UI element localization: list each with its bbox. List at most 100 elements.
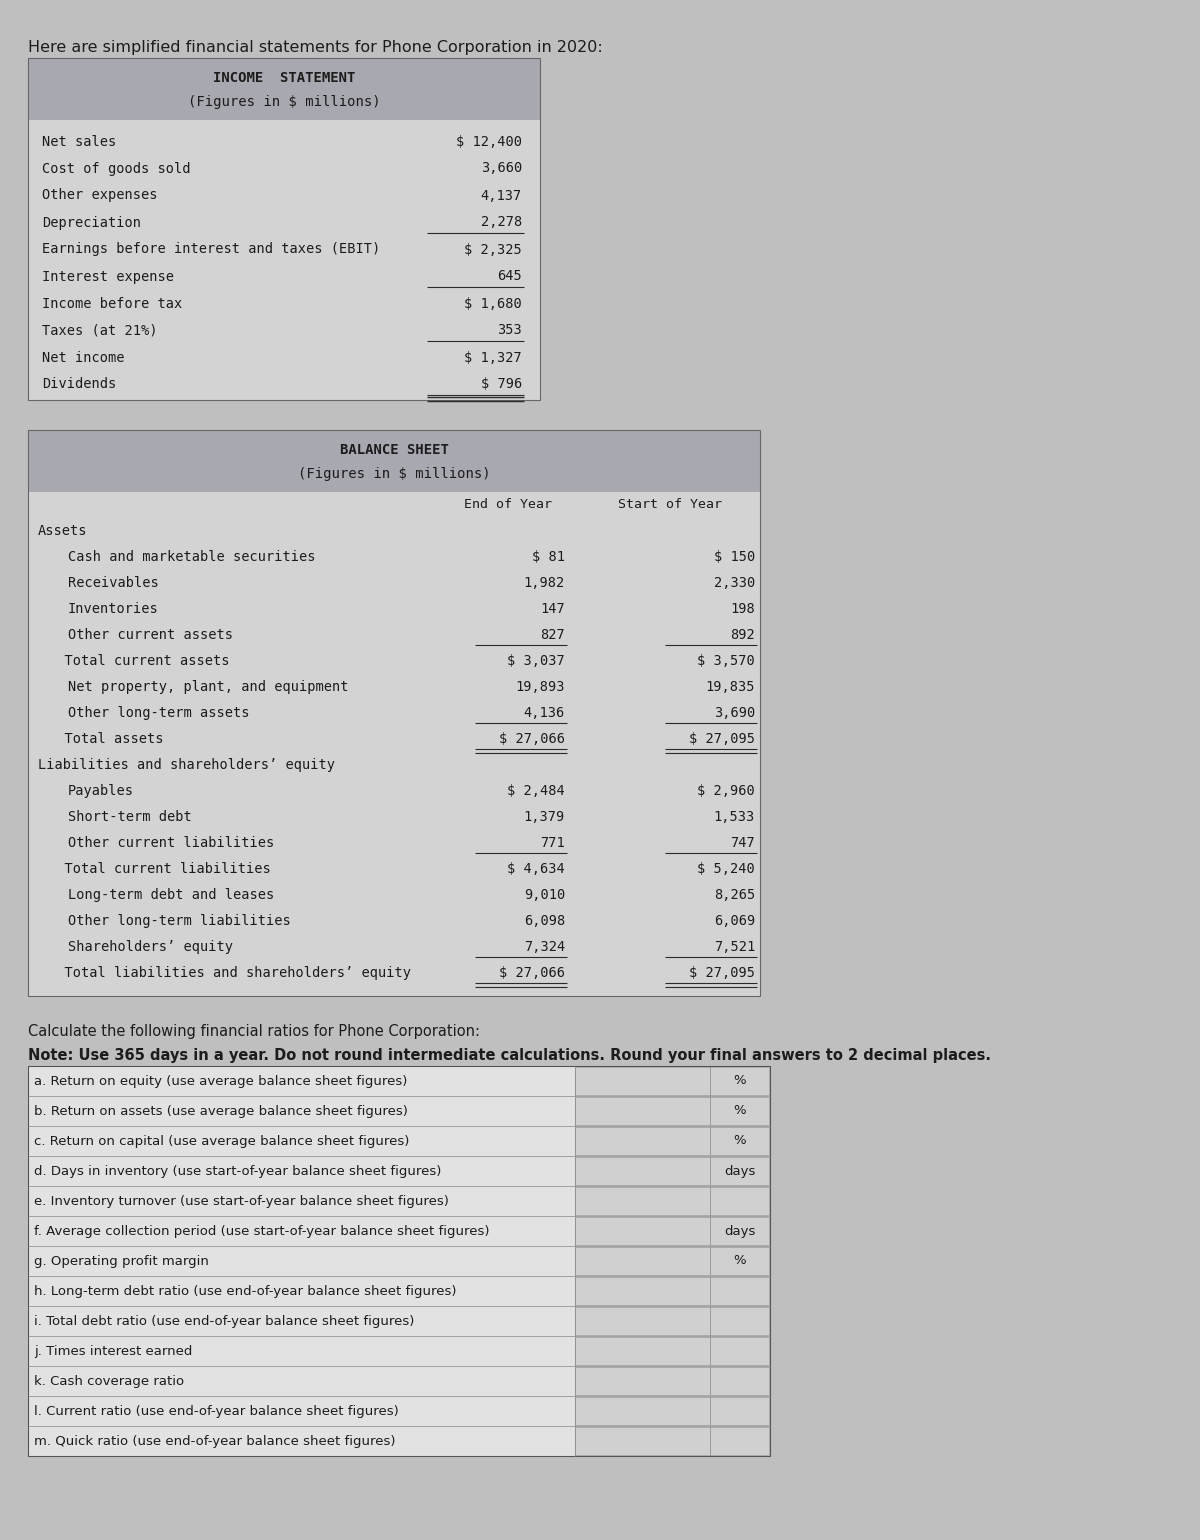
- Text: Net sales: Net sales: [42, 134, 116, 148]
- Text: $ 27,066: $ 27,066: [499, 732, 565, 745]
- Text: g. Operating profit margin: g. Operating profit margin: [34, 1255, 209, 1267]
- Text: $ 5,240: $ 5,240: [697, 862, 755, 876]
- Text: %: %: [733, 1255, 746, 1267]
- Text: Total current assets: Total current assets: [48, 654, 229, 668]
- Text: i. Total debt ratio (use end-of-year balance sheet figures): i. Total debt ratio (use end-of-year bal…: [34, 1315, 414, 1327]
- Text: BALANCE SHEET: BALANCE SHEET: [340, 444, 449, 457]
- Bar: [28, 430, 760, 996]
- Text: $ 2,484: $ 2,484: [508, 784, 565, 798]
- Text: 7,324: 7,324: [523, 939, 565, 953]
- Text: $ 3,570: $ 3,570: [697, 654, 755, 668]
- Text: Cash and marketable securities: Cash and marketable securities: [68, 550, 316, 564]
- Text: $ 2,960: $ 2,960: [697, 784, 755, 798]
- Text: $ 81: $ 81: [532, 550, 565, 564]
- Text: c. Return on capital (use average balance sheet figures): c. Return on capital (use average balanc…: [34, 1135, 409, 1147]
- Text: INCOME  STATEMENT: INCOME STATEMENT: [212, 71, 355, 85]
- Text: b. Return on assets (use average balance sheet figures): b. Return on assets (use average balance…: [34, 1104, 408, 1118]
- Text: $ 1,327: $ 1,327: [464, 351, 522, 365]
- Text: Income before tax: Income before tax: [42, 297, 182, 311]
- Bar: [575, 1217, 769, 1244]
- Text: Net income: Net income: [42, 351, 125, 365]
- Text: h. Long-term debt ratio (use end-of-year balance sheet figures): h. Long-term debt ratio (use end-of-year…: [34, 1284, 456, 1298]
- Text: Shareholders’ equity: Shareholders’ equity: [68, 939, 233, 953]
- Text: d. Days in inventory (use start-of-year balance sheet figures): d. Days in inventory (use start-of-year …: [34, 1164, 442, 1178]
- Text: %: %: [733, 1075, 746, 1087]
- Text: Total liabilities and shareholders’ equity: Total liabilities and shareholders’ equi…: [48, 966, 410, 979]
- Text: Other current assets: Other current assets: [68, 628, 233, 642]
- Text: 645: 645: [497, 270, 522, 283]
- Text: 9,010: 9,010: [523, 889, 565, 902]
- Text: Long-term debt and leases: Long-term debt and leases: [68, 889, 275, 902]
- Text: Other long-term liabilities: Other long-term liabilities: [68, 915, 290, 929]
- Text: (Figures in $ millions): (Figures in $ millions): [298, 467, 491, 480]
- Bar: [28, 120, 540, 400]
- Bar: [575, 1277, 769, 1304]
- Text: 892: 892: [731, 628, 755, 642]
- Bar: [28, 430, 760, 491]
- Text: 747: 747: [731, 836, 755, 850]
- Text: days: days: [725, 1164, 756, 1178]
- Text: Dividends: Dividends: [42, 377, 116, 391]
- Text: 198: 198: [731, 602, 755, 616]
- Text: Interest expense: Interest expense: [42, 270, 174, 283]
- Bar: [575, 1307, 769, 1335]
- Text: Taxes (at 21%): Taxes (at 21%): [42, 323, 157, 337]
- Text: 1,379: 1,379: [523, 810, 565, 824]
- Text: Total current liabilities: Total current liabilities: [48, 862, 271, 876]
- Text: End of Year: End of Year: [464, 499, 552, 511]
- Text: Receivables: Receivables: [68, 576, 158, 590]
- Bar: [28, 59, 540, 400]
- Bar: [575, 1397, 769, 1424]
- Bar: [575, 1187, 769, 1215]
- Text: Net property, plant, and equipment: Net property, plant, and equipment: [68, 681, 348, 695]
- Text: Total assets: Total assets: [48, 732, 163, 745]
- Bar: [575, 1157, 769, 1184]
- Text: 8,265: 8,265: [714, 889, 755, 902]
- Text: 19,893: 19,893: [516, 681, 565, 695]
- Text: e. Inventory turnover (use start-of-year balance sheet figures): e. Inventory turnover (use start-of-year…: [34, 1195, 449, 1207]
- Bar: [575, 1337, 769, 1364]
- Text: 6,098: 6,098: [523, 915, 565, 929]
- Text: Other long-term assets: Other long-term assets: [68, 705, 250, 721]
- Text: 2,278: 2,278: [481, 216, 522, 229]
- Text: Depreciation: Depreciation: [42, 216, 142, 229]
- Text: Liabilities and shareholders’ equity: Liabilities and shareholders’ equity: [38, 758, 335, 772]
- Text: $ 27,095: $ 27,095: [689, 966, 755, 979]
- Text: l. Current ratio (use end-of-year balance sheet figures): l. Current ratio (use end-of-year balanc…: [34, 1404, 398, 1417]
- Text: 4,136: 4,136: [523, 705, 565, 721]
- Text: 771: 771: [540, 836, 565, 850]
- Text: Assets: Assets: [38, 524, 88, 537]
- Text: 2,330: 2,330: [714, 576, 755, 590]
- Text: 1,533: 1,533: [714, 810, 755, 824]
- Bar: [28, 491, 760, 996]
- Bar: [28, 1066, 770, 1455]
- Bar: [575, 1368, 769, 1395]
- Text: days: days: [725, 1224, 756, 1238]
- Text: 147: 147: [540, 602, 565, 616]
- Text: $ 12,400: $ 12,400: [456, 134, 522, 148]
- Text: 7,521: 7,521: [714, 939, 755, 953]
- Bar: [575, 1127, 769, 1155]
- Text: %: %: [733, 1104, 746, 1118]
- Bar: [575, 1428, 769, 1455]
- Text: 1,982: 1,982: [523, 576, 565, 590]
- Text: $ 150: $ 150: [714, 550, 755, 564]
- Text: f. Average collection period (use start-of-year balance sheet figures): f. Average collection period (use start-…: [34, 1224, 490, 1238]
- Text: k. Cash coverage ratio: k. Cash coverage ratio: [34, 1375, 184, 1388]
- Text: $ 4,634: $ 4,634: [508, 862, 565, 876]
- Bar: [28, 59, 540, 120]
- Text: 3,660: 3,660: [481, 162, 522, 176]
- Bar: [575, 1067, 769, 1095]
- Text: Other current liabilities: Other current liabilities: [68, 836, 275, 850]
- Text: $ 2,325: $ 2,325: [464, 242, 522, 257]
- Text: 3,690: 3,690: [714, 705, 755, 721]
- Text: 4,137: 4,137: [481, 188, 522, 202]
- Text: Short-term debt: Short-term debt: [68, 810, 192, 824]
- Text: $ 3,037: $ 3,037: [508, 654, 565, 668]
- Text: Note: Use 365 days in a year. Do not round intermediate calculations. Round your: Note: Use 365 days in a year. Do not rou…: [28, 1049, 991, 1063]
- Text: a. Return on equity (use average balance sheet figures): a. Return on equity (use average balance…: [34, 1075, 407, 1087]
- Text: 827: 827: [540, 628, 565, 642]
- Text: $ 1,680: $ 1,680: [464, 297, 522, 311]
- Text: 353: 353: [497, 323, 522, 337]
- Text: $ 27,066: $ 27,066: [499, 966, 565, 979]
